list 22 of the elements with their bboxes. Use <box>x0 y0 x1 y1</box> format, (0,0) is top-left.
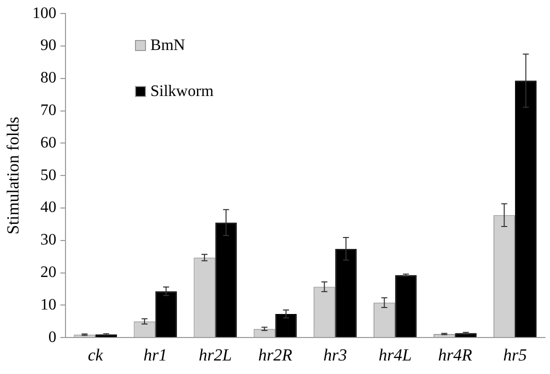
x-tick-label: hr4R <box>438 345 473 364</box>
y-tick-label: 80 <box>40 70 56 87</box>
y-axis-title: Stimulation folds <box>4 116 23 234</box>
y-tick-label: 90 <box>40 37 56 54</box>
y-tick-label: 30 <box>40 232 56 249</box>
x-tick-label: hr2R <box>258 345 293 364</box>
x-tick-label: hr4L <box>378 345 412 364</box>
x-tick-label: hr2L <box>198 345 232 364</box>
x-tick-label: hr1 <box>144 345 168 364</box>
y-tick-label: 70 <box>40 102 56 120</box>
y-tick-label: 0 <box>48 328 56 346</box>
y-tick-label: 60 <box>40 134 56 152</box>
x-tick-label: hr3 <box>323 345 347 364</box>
legend-label: BmN <box>150 36 186 55</box>
x-tick-label: ck <box>88 345 104 364</box>
y-tick-label: 20 <box>40 264 56 282</box>
legend-label: Silkworm <box>150 82 214 101</box>
y-tick-label: 100 <box>32 4 56 22</box>
y-tick-label: 40 <box>40 199 56 216</box>
y-tick-label: 10 <box>40 296 56 314</box>
y-tick-label: 50 <box>40 166 56 184</box>
x-tick-label: hr5 <box>503 345 527 364</box>
